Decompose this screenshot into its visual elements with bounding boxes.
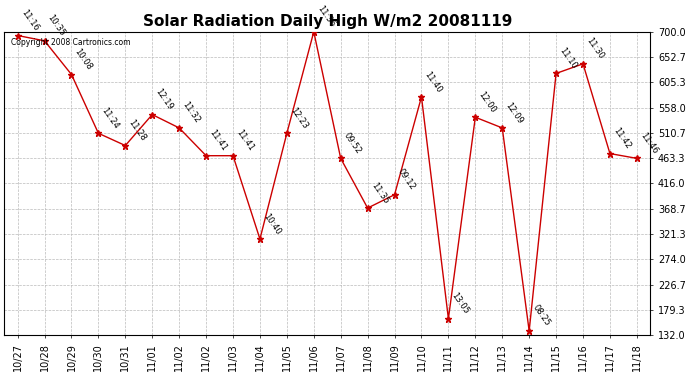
- Text: 11:41: 11:41: [208, 128, 228, 153]
- Text: 12:19: 12:19: [154, 87, 175, 112]
- Text: 11:30: 11:30: [584, 36, 605, 61]
- Text: 11:42: 11:42: [611, 126, 632, 151]
- Text: 11:36: 11:36: [315, 4, 336, 29]
- Text: 11:16: 11:16: [19, 8, 40, 33]
- Text: 11:24: 11:24: [100, 106, 121, 130]
- Text: Copyright 2008 Cartronics.com: Copyright 2008 Cartronics.com: [10, 38, 130, 47]
- Text: 11:10: 11:10: [558, 46, 578, 70]
- Text: 12:23: 12:23: [288, 106, 309, 130]
- Text: 12:09: 12:09: [504, 100, 524, 125]
- Text: 11:32: 11:32: [181, 100, 201, 125]
- Text: 11:35: 11:35: [369, 180, 390, 205]
- Text: 10:08: 10:08: [73, 47, 94, 72]
- Text: 11:46: 11:46: [638, 131, 660, 156]
- Title: Solar Radiation Daily High W/m2 20081119: Solar Radiation Daily High W/m2 20081119: [143, 14, 512, 29]
- Text: 10:40: 10:40: [262, 211, 282, 236]
- Text: 10:35: 10:35: [46, 13, 67, 38]
- Text: 11:28: 11:28: [127, 118, 148, 143]
- Text: 09:12: 09:12: [396, 167, 417, 192]
- Text: 09:52: 09:52: [342, 131, 363, 156]
- Text: 11:40: 11:40: [423, 69, 444, 94]
- Text: 08:25: 08:25: [531, 303, 551, 328]
- Text: 13:05: 13:05: [450, 291, 471, 316]
- Text: 12:00: 12:00: [477, 90, 497, 114]
- Text: 11:41: 11:41: [235, 128, 255, 153]
